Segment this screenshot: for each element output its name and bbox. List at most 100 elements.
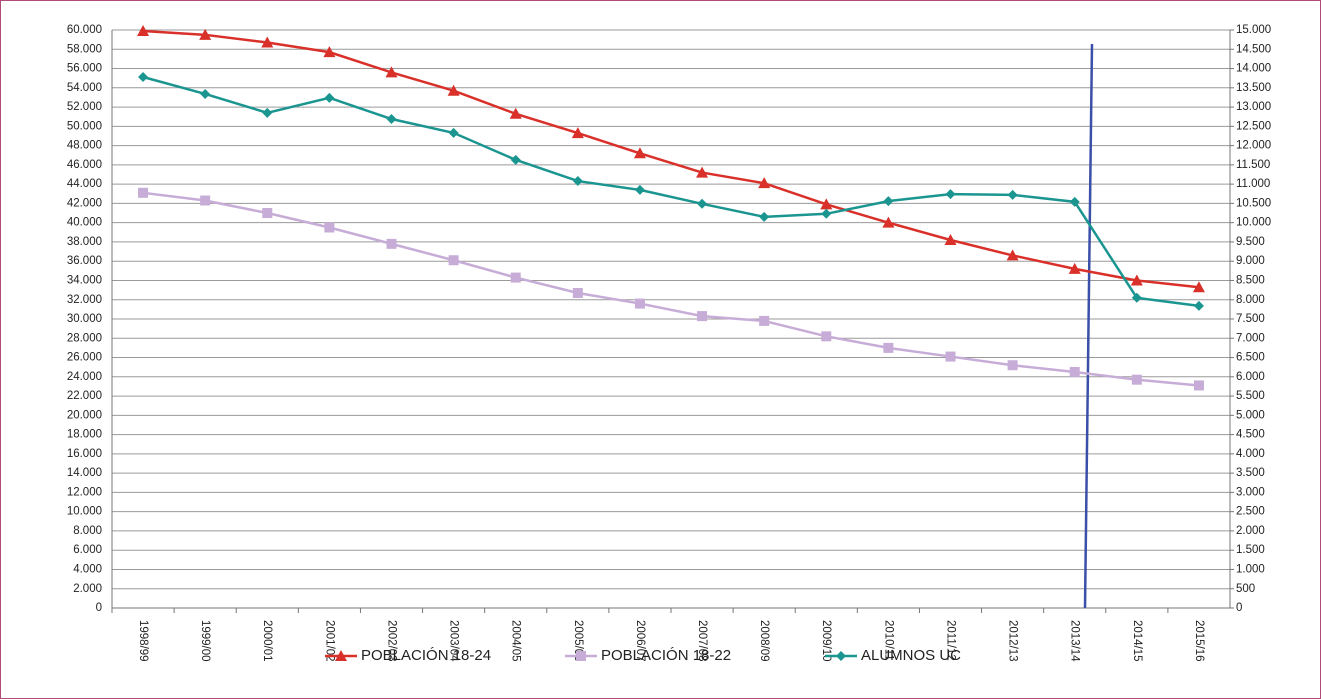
data-point xyxy=(1131,292,1142,303)
data-point xyxy=(510,154,521,165)
x-tick-label: 2003/04 xyxy=(448,620,460,662)
y-tick-label: 6.000 xyxy=(73,544,102,556)
y-tick-label: 20.000 xyxy=(67,409,102,421)
data-point xyxy=(262,107,273,118)
y2-tick-label: 5.000 xyxy=(1236,409,1265,421)
data-point xyxy=(509,107,522,119)
series-line xyxy=(142,75,1200,308)
divider-line xyxy=(1083,43,1094,609)
data-point xyxy=(261,36,274,48)
data-point xyxy=(448,255,459,266)
y2-tick-label: 6.000 xyxy=(1236,371,1265,383)
x-tick-label: 2008/09 xyxy=(758,620,770,662)
data-point xyxy=(697,198,708,209)
data-point xyxy=(138,187,149,198)
x-tick-label: 2001/02 xyxy=(323,620,335,662)
y-tick-label: 52.000 xyxy=(67,101,102,113)
legend-marker xyxy=(836,651,846,661)
x-tick-label: 2011/12 xyxy=(944,620,956,661)
data-point xyxy=(200,195,211,206)
data-point xyxy=(944,234,957,246)
y-tick-label: 26.000 xyxy=(67,352,102,364)
data-point xyxy=(385,66,398,78)
y2-tick-label: 13.500 xyxy=(1236,82,1271,94)
data-point xyxy=(1193,300,1204,311)
legend-marker xyxy=(335,650,347,661)
data-point xyxy=(447,84,460,96)
data-point xyxy=(821,331,832,342)
y2-tick-label: 9.500 xyxy=(1236,236,1265,248)
grid xyxy=(112,29,1230,609)
y-tick-label: 12.000 xyxy=(67,486,102,498)
data-point xyxy=(759,211,770,222)
y-tick-label: 14.000 xyxy=(67,467,102,479)
y2-tick-label: 7.500 xyxy=(1236,313,1265,325)
y2-tick-label: 13.000 xyxy=(1236,101,1271,113)
y-tick-label: 56.000 xyxy=(67,63,102,75)
data-point xyxy=(945,189,956,200)
y2-tick-label: 500 xyxy=(1236,583,1255,595)
data-point xyxy=(882,216,895,228)
y-tick-label: 40.000 xyxy=(67,217,102,229)
y-tick-label: 34.000 xyxy=(67,274,102,286)
y2-tick-label: 1.500 xyxy=(1236,544,1265,556)
y2-tick-label: 14.000 xyxy=(1236,63,1271,75)
y2-tick-label: 15.000 xyxy=(1236,24,1271,36)
data-point xyxy=(1069,196,1080,207)
y2-tick-label: 10.000 xyxy=(1236,217,1271,229)
legend-label: ALUMNOS UC xyxy=(861,647,961,664)
y-tick-label: 4.000 xyxy=(73,563,102,575)
y2-tick-label: 8.500 xyxy=(1236,274,1265,286)
series-line xyxy=(142,29,1200,289)
x-tick-label: 2006/07 xyxy=(634,620,646,662)
data-point xyxy=(759,315,770,326)
data-point xyxy=(758,177,771,189)
data-point xyxy=(1192,281,1205,293)
data-point xyxy=(1069,366,1080,377)
y-tick-label: 42.000 xyxy=(67,197,102,209)
data-point xyxy=(324,92,335,103)
data-point xyxy=(1131,374,1142,385)
data-point xyxy=(1130,274,1143,286)
y2-tick-label: 8.000 xyxy=(1236,294,1265,306)
y2-tick-label: 4.500 xyxy=(1236,429,1265,441)
data-point xyxy=(323,46,336,58)
y2-tick-label: 12.000 xyxy=(1236,140,1271,152)
y-tick-label: 44.000 xyxy=(67,178,102,190)
y2-tick-label: 0 xyxy=(1236,602,1242,614)
data-point xyxy=(821,208,832,219)
data-point xyxy=(324,222,335,233)
y-tick-label: 60.000 xyxy=(67,24,102,36)
data-point xyxy=(448,127,459,138)
data-point xyxy=(572,287,583,298)
y2-tick-label: 7.000 xyxy=(1236,332,1265,344)
x-tick-label: 2009/10 xyxy=(820,620,832,662)
x-tick-label: 2013/14 xyxy=(1069,620,1081,662)
data-point xyxy=(137,24,150,36)
y-tick-label: 18.000 xyxy=(67,429,102,441)
data-point xyxy=(386,114,397,125)
data-point xyxy=(820,198,833,210)
y2-tick-label: 2.000 xyxy=(1236,525,1265,537)
data-point xyxy=(1007,189,1018,200)
y-tick-label: 58.000 xyxy=(67,43,102,55)
y2-tick-label: 3.500 xyxy=(1236,467,1265,479)
y-tick-label: 16.000 xyxy=(67,448,102,460)
x-tick-label: 2000/01 xyxy=(261,620,273,662)
data-point xyxy=(696,166,709,178)
y-tick-label: 36.000 xyxy=(67,255,102,267)
y2-tick-label: 9.000 xyxy=(1236,255,1265,267)
y2-tick-label: 11.000 xyxy=(1236,178,1270,190)
y-tick-label: 46.000 xyxy=(67,159,102,171)
data-point xyxy=(510,272,521,283)
y-tick-label: 10.000 xyxy=(67,506,102,518)
y2-tick-label: 3.000 xyxy=(1236,486,1265,498)
y2-tick-label: 12.500 xyxy=(1236,120,1271,132)
y-tick-label: 8.000 xyxy=(73,525,102,537)
x-tick-label: 2007/08 xyxy=(696,620,708,662)
x-tick-label: 1999/00 xyxy=(199,620,211,662)
y-tick-label: 2.000 xyxy=(73,583,102,595)
